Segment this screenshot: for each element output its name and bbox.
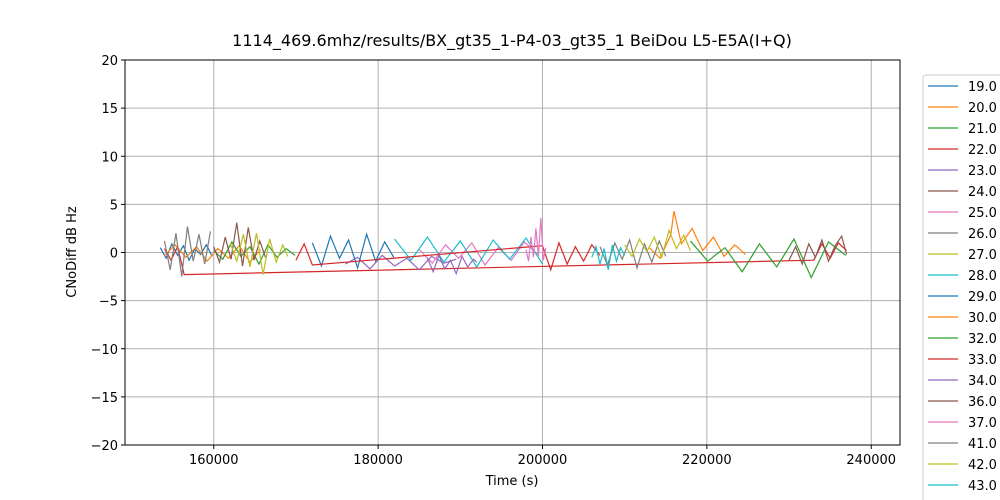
y-tick-label: 0 bbox=[110, 247, 118, 262]
legend-label: 21.0 bbox=[968, 122, 997, 137]
series-line bbox=[591, 244, 626, 270]
series-line bbox=[229, 233, 289, 275]
legend-label: 19.0 bbox=[968, 80, 997, 95]
legend-label: 25.0 bbox=[968, 206, 997, 221]
x-tick-label: 160000 bbox=[189, 453, 239, 468]
x-tick-label: 180000 bbox=[353, 453, 403, 468]
series-line bbox=[163, 226, 212, 277]
series-line bbox=[624, 228, 691, 260]
series-line bbox=[394, 236, 544, 269]
legend-label: 36.0 bbox=[968, 395, 997, 410]
legend-label: 34.0 bbox=[968, 374, 997, 389]
y-tick-label: −15 bbox=[91, 391, 118, 406]
legend-label: 41.0 bbox=[968, 437, 997, 452]
legend-label: 29.0 bbox=[968, 290, 997, 305]
y-tick-label: −10 bbox=[91, 343, 118, 358]
legend-label: 43.0 bbox=[968, 479, 997, 494]
legend-box bbox=[922, 74, 1000, 500]
legend-label: 20.0 bbox=[968, 101, 997, 116]
y-tick-label: 20 bbox=[101, 54, 118, 69]
x-tick-label: 240000 bbox=[846, 453, 896, 468]
series-line bbox=[788, 234, 848, 266]
legend-label: 23.0 bbox=[968, 164, 997, 179]
series-line bbox=[689, 237, 847, 279]
legend-label: 32.0 bbox=[968, 332, 997, 347]
legend-label: 42.0 bbox=[968, 458, 997, 473]
y-tick-label: −20 bbox=[91, 439, 118, 454]
x-tick-label: 220000 bbox=[682, 453, 732, 468]
y-tick-label: 10 bbox=[101, 150, 118, 165]
legend-label: 37.0 bbox=[968, 416, 997, 431]
x-axis-label: Time (s) bbox=[485, 474, 539, 489]
chart-title: 1114_469.6mhz/results/BX_gt35_1-P4-03_gt… bbox=[232, 31, 792, 51]
series-line bbox=[311, 232, 395, 271]
series-line bbox=[213, 222, 267, 267]
y-tick-label: 5 bbox=[110, 198, 118, 213]
x-tick-label: 200000 bbox=[518, 453, 568, 468]
legend-label: 30.0 bbox=[968, 311, 997, 326]
legend-label: 28.0 bbox=[968, 269, 997, 284]
y-tick-label: 15 bbox=[101, 102, 118, 117]
legend-label: 24.0 bbox=[968, 185, 997, 200]
plot-frame bbox=[124, 59, 901, 446]
y-tick-label: −5 bbox=[99, 295, 118, 310]
legend-label: 27.0 bbox=[968, 248, 997, 263]
legend-label: 33.0 bbox=[968, 353, 997, 368]
y-axis-label: CNoDiff dB Hz bbox=[65, 206, 80, 298]
legend-label: 22.0 bbox=[968, 143, 997, 158]
series-line bbox=[213, 240, 296, 266]
series-line bbox=[295, 241, 601, 272]
legend-label: 26.0 bbox=[968, 227, 997, 242]
series-line bbox=[426, 253, 478, 276]
series-line bbox=[525, 217, 547, 262]
